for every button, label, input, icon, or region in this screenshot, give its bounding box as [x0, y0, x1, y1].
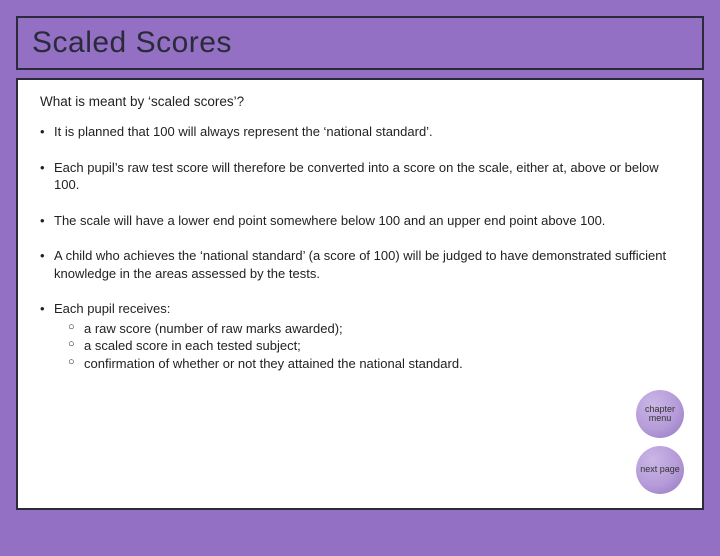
sub-bullet-item: a scaled score in each tested subject; [54, 337, 680, 355]
bullet-item: It is planned that 100 will always repre… [40, 123, 680, 141]
next-page-button[interactable]: next page [636, 446, 684, 494]
page-title: Scaled Scores [32, 26, 688, 60]
bullet-item: The scale will have a lower end point so… [40, 212, 680, 230]
bullet-item: Each pupil receives: a raw score (number… [40, 300, 680, 372]
intro-question: What is meant by ‘scaled scores’? [40, 94, 680, 109]
sub-bullet-item: confirmation of whether or not they atta… [54, 355, 680, 373]
bullet-lead: Each pupil receives: [54, 301, 170, 316]
sub-bullet-item: a raw score (number of raw marks awarded… [54, 320, 680, 338]
title-frame: Scaled Scores [16, 16, 704, 70]
sub-bullet-list: a raw score (number of raw marks awarded… [54, 320, 680, 373]
bullet-item: Each pupil’s raw test score will therefo… [40, 159, 680, 194]
chapter-menu-button[interactable]: chapter menu [636, 390, 684, 438]
bullet-list: It is planned that 100 will always repre… [40, 123, 680, 372]
content-frame: What is meant by ‘scaled scores’? It is … [16, 78, 704, 510]
bullet-item: A child who achieves the ‘national stand… [40, 247, 680, 282]
